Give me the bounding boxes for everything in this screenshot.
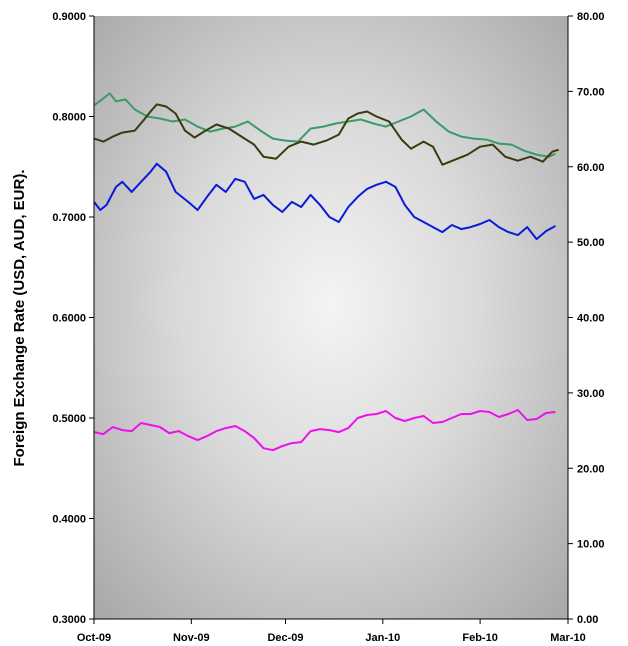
y2-tick-label: 30.00 [577, 388, 605, 400]
y-tick-label: 0.3000 [52, 614, 86, 626]
series-line-1 [93, 92, 556, 158]
x-tick-label: Dec-09 [267, 632, 303, 644]
y2-tick-label: 60.00 [577, 162, 605, 174]
y-tick-label: 0.4000 [52, 514, 86, 526]
y2-tick-label: 50.00 [577, 237, 605, 249]
y2-tick-label: 0.00 [577, 614, 598, 626]
y2-tick-label: 40.00 [577, 313, 605, 325]
y2-tick-label: 70.00 [577, 86, 605, 98]
axes-layer [89, 15, 573, 624]
x-tick-label: Oct-09 [77, 632, 111, 644]
x-tick-label: Nov-09 [173, 632, 210, 644]
x-tick-label: Mar-10 [550, 632, 585, 644]
y2-tick-label: 80.00 [577, 11, 605, 23]
y-tick-label: 0.7000 [52, 212, 86, 224]
y-axis-title: Foreign Exchange Rate (USD, AUD, EUR). [11, 170, 28, 467]
plot-area [94, 16, 568, 619]
y2-tick-label: 20.00 [577, 463, 605, 475]
x-tick-label: Jan-10 [365, 632, 400, 644]
labels-layer: 0.3000 0.4000 0.5000 0.6000 0.7000 0.8000 0.90… [52, 11, 604, 644]
y2-tick-label: 10.00 [577, 539, 605, 551]
series-line-2 [93, 103, 559, 166]
y-tick-label: 0.9000 [52, 11, 86, 23]
y-tick-label: 0.6000 [52, 313, 86, 325]
y-tick-label: 0.5000 [52, 413, 86, 425]
x-tick-label: Feb-10 [462, 632, 497, 644]
series-line-4 [93, 409, 556, 452]
series-line-3 [93, 162, 556, 241]
y-tick-label: 0.8000 [52, 112, 86, 124]
series-layer [93, 92, 559, 452]
